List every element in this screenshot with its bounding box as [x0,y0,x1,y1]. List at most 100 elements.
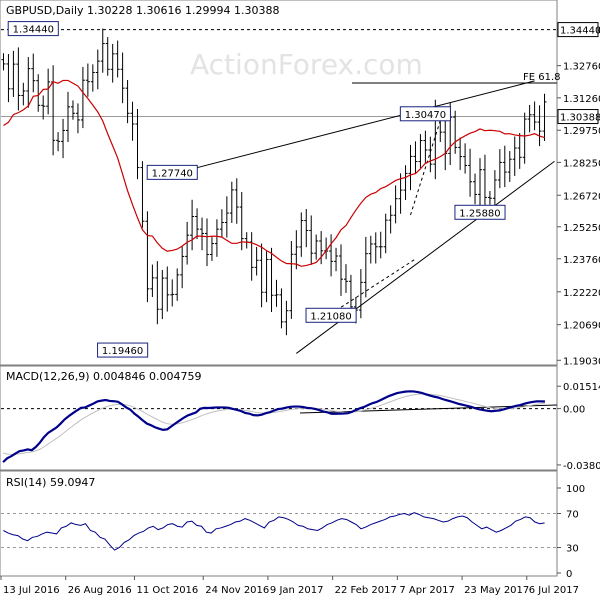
price-annotation: 1.34440 [7,21,59,37]
candle [497,149,502,189]
candle [473,173,478,205]
candle [428,136,433,173]
date-tick-label: 9 Jan 2017 [270,585,324,596]
candle [239,192,244,251]
date-tick-label: 24 Nov 2016 [205,585,269,596]
candle [100,28,105,73]
price-annotations: 1.34440 1.27740 1.30470 1.21080 1.25880 1.194… [7,21,506,358]
candle [160,269,165,320]
rsi-line [3,512,545,551]
candle [522,112,527,164]
sma-line [3,79,545,267]
candle [512,136,517,176]
candle [190,199,195,251]
candle [120,52,125,104]
annotation-label: 1.25880 [459,208,500,219]
candle [358,269,363,319]
candle [229,181,234,223]
candle [274,279,279,307]
candle [482,154,487,209]
rsi-y-axis: 100 70 30 0 [557,484,585,580]
candle [398,173,403,214]
annotation-label: 1.34440 [13,25,54,36]
date-tick-label: 11 Oct 2016 [136,585,198,596]
candle [339,244,344,296]
price-annotation: 1.19460 [97,342,149,358]
candle [11,50,16,97]
price-tag: 1.30388 [557,109,600,125]
candle [145,211,150,303]
annotation-box [146,164,198,180]
price-y-tick-label: 1.26720 [563,191,600,202]
candle [413,141,418,174]
price-grid: FE 61.8 [1,29,561,118]
candle [254,246,259,276]
candle [80,66,85,129]
candle [110,43,115,83]
candle [299,212,304,257]
candle [492,170,497,212]
rsi-area [1,512,557,551]
price-panel-title: GBPUSD,Daily 1.30228 1.30616 1.29994 1.3… [6,4,279,17]
candle [150,264,155,297]
dashed-trendline [330,258,416,315]
rsi-y-tick-label: 0 [566,569,572,580]
candle [209,237,214,261]
date-tick-label: 6 Jul 2017 [529,585,579,596]
candle [304,208,309,248]
date-tick-label: 26 Aug 2016 [68,585,132,596]
candle [408,144,413,191]
candle [36,74,41,112]
macd-y-tick-label: 0.00 [563,405,585,416]
price-tag-box [557,22,599,38]
price-annotation: 1.30470 [399,106,451,122]
candle [329,234,334,277]
annotation-label: 1.27740 [152,168,193,179]
candle [85,63,90,97]
date-tick-label: 22 Feb 2017 [335,585,397,596]
candle [234,178,239,224]
candle [185,221,190,265]
candle [477,158,482,212]
dashed-trendline [410,120,441,216]
price-y-tick-label: 1.29750 [563,126,600,137]
macd-signal-line [2,393,546,455]
candle [368,235,373,264]
annotation-label: 1.21080 [310,311,351,322]
date-axis: 13 Jul 2016 26 Aug 2016 11 Oct 2016 24 Nov … [0,576,579,596]
candle [135,108,140,180]
annotation-box [399,106,451,122]
macd-panel-frame [0,365,558,471]
candle [532,101,537,131]
date-tick-label: 7 Apr 2017 [399,585,454,596]
candle [175,268,180,301]
watermark: ActionForex.com [190,48,423,81]
candle [66,91,71,143]
macd-panel-title: MACD(12,26,9) 0.004846 0.004759 [6,370,202,383]
candle [165,266,170,312]
candle [373,232,378,264]
candle [200,217,205,251]
candle [130,101,135,141]
candle [383,213,388,254]
candle [125,80,130,124]
price-annotation: 1.21080 [305,307,357,323]
candle [289,240,294,319]
candle [105,37,110,76]
candle [204,218,209,267]
price-y-tick-label: 1.32760 [563,62,600,73]
price-panel-frame [0,0,558,366]
price-y-tick-label: 1.23760 [563,255,600,266]
candle [537,105,542,147]
rsi-panel-frame [0,470,558,577]
candle [418,134,423,169]
rsi-panel-title: RSI(14) 59.0947 [6,476,95,489]
candle [314,234,319,260]
candle [21,82,26,106]
macd-y-axis: 0.015141 0.00 -0.038089 [557,382,600,472]
annotation-box [454,204,506,220]
macd-y-tick-label: -0.038089 [563,461,600,472]
candle [393,185,398,224]
candle [378,231,383,259]
candle [423,130,428,164]
